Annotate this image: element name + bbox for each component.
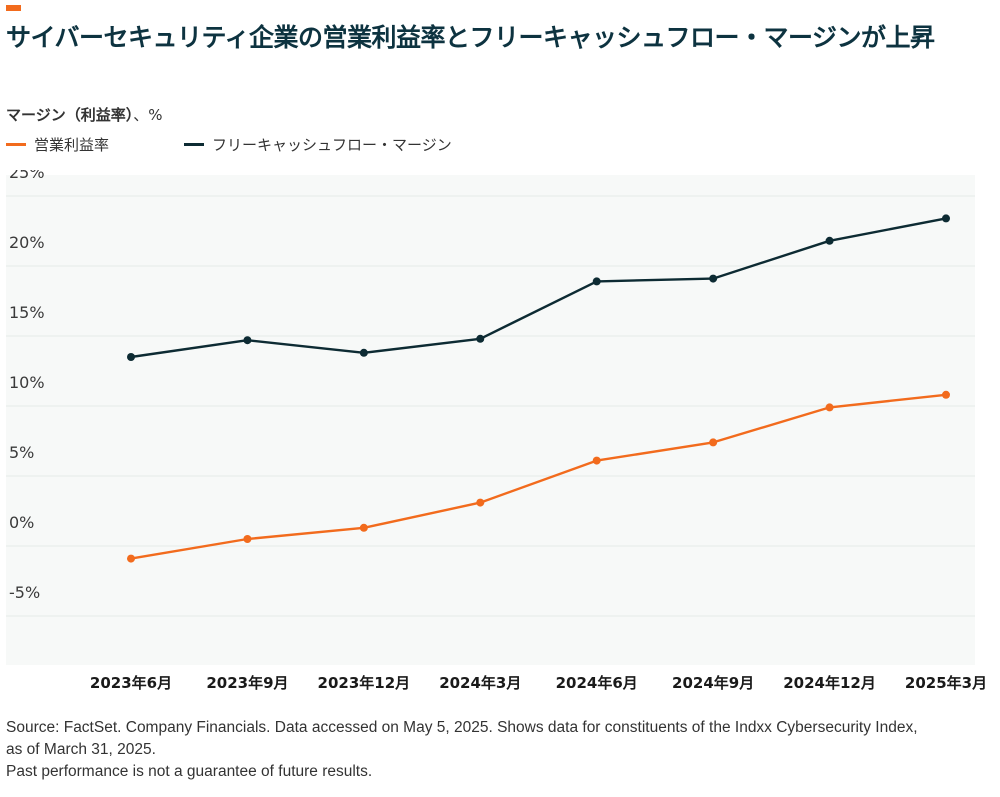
x-tick-label: 2023年9月 [206,674,288,692]
y-tick-label: -5% [9,583,40,602]
legend-item-fcf-margin: フリーキャッシュフロー・マージン [184,134,452,155]
source-line-1: Source: FactSet. Company Financials. Dat… [6,719,918,736]
chart-title: サイバーセキュリティ企業の営業利益率とフリーキャッシュフロー・マージンが上昇 [6,23,935,52]
data-point-fcf-margin [127,353,135,361]
x-tick-label: 2023年12月 [318,674,411,692]
y-axis-unit-label: マージン（利益率）、% [6,104,162,125]
x-tick-label: 2023年6月 [90,674,172,692]
data-point-fcf-margin [942,214,950,223]
legend-label-fcf-margin: フリーキャッシュフロー・マージン [212,136,452,154]
y-tick-label: 20% [9,233,45,252]
legend-swatch-fcf-margin [184,143,204,146]
data-point-operating-margin [476,498,485,507]
plot-background [6,175,975,665]
x-tick-label: 2024年3月 [439,674,521,692]
data-point-fcf-margin [709,274,718,283]
x-tick-label: 2025年3月 [905,674,987,692]
y-tick-label: 10% [9,373,45,392]
data-point-fcf-margin [825,236,834,245]
series-line-operating-margin [130,393,947,560]
disclaimer: Past performance is not a guarantee of f… [6,763,373,780]
source-note: Source: FactSet. Company Financials. Dat… [6,717,991,783]
data-point-operating-margin [592,456,601,465]
y-tick-label: 15% [9,303,45,322]
legend-swatch-operating-margin [6,143,26,146]
data-point-operating-margin [825,403,834,412]
legend-label-operating-margin: 営業利益率 [34,136,110,154]
data-point-fcf-margin [476,334,485,343]
line-chart: 25% 20% 15% 10% 5% 0% -5% 2023年6月 2023年9月 2023年12… [6,170,987,692]
x-tick-label: 2024年6月 [556,674,638,692]
data-point-operating-margin [359,523,368,532]
y-tick-label: 0% [9,513,34,532]
data-point-fcf-margin [359,348,368,357]
source-line-2: as of March 31, 2025. [6,741,156,758]
x-tick-label: 2024年12月 [783,674,876,692]
data-point-operating-margin [243,535,252,543]
series-line-fcf-margin [130,217,947,359]
data-point-operating-margin [709,438,718,447]
data-point-operating-margin [127,554,135,563]
y-tick-label: 5% [9,443,34,462]
data-point-fcf-margin [592,277,601,286]
title-accent-bar [6,5,21,11]
data-point-operating-margin [942,390,950,399]
x-tick-label: 2024年9月 [672,674,754,692]
data-point-fcf-margin [243,336,252,345]
unit-label-suffix: 、% [133,106,163,124]
legend-item-operating-margin: 営業利益率 [6,134,109,155]
y-tick-label: 25% [9,170,45,182]
unit-label-bold: マージン（利益率） [6,106,134,124]
